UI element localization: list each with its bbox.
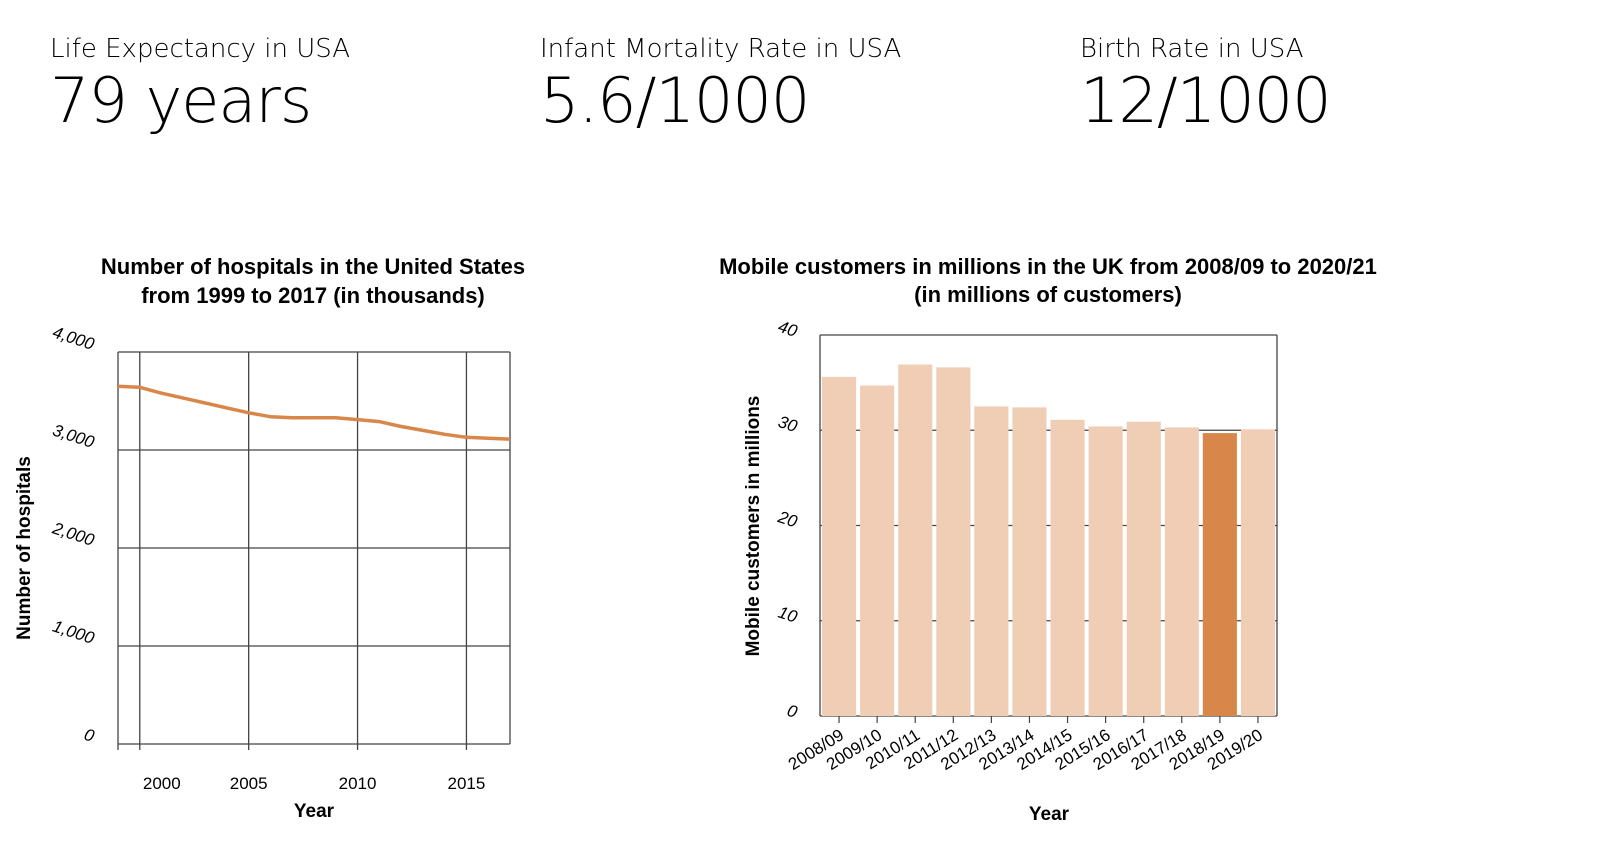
stat-infant-mortality: Infant Mortality Rate in USA 5.6/1000 xyxy=(540,32,901,136)
bar xyxy=(898,364,933,716)
bar xyxy=(1050,419,1085,716)
y-axis-title: Mobile customers in millions xyxy=(743,396,764,657)
x-axis-title: Year xyxy=(1029,804,1070,825)
stat-label: Life Expectancy in USA xyxy=(50,34,351,64)
bar xyxy=(1202,433,1237,716)
bar xyxy=(1126,421,1161,716)
series-line xyxy=(117,384,511,441)
x-tick-labels: 2008/092009/102010/112011/122012/132013/… xyxy=(785,725,1266,774)
x-tick-label: 2015 xyxy=(448,774,486,793)
x-tick-label: 2012/13 xyxy=(937,725,999,774)
x-tick-label: 2011/12 xyxy=(900,725,961,773)
x-tick-labels: 2000 2005 2010 2015 xyxy=(143,774,485,793)
x-tick-label: 2013/14 xyxy=(975,725,1037,774)
y-tick-label: 10 xyxy=(776,603,800,627)
y-tick-label: 0 xyxy=(82,725,97,746)
x-tick-label: 2017/18 xyxy=(1128,725,1190,774)
stat-value: 12/1000 xyxy=(1080,64,1332,137)
bar xyxy=(822,376,857,716)
stat-life-expectancy: Life Expectancy in USA 79 years xyxy=(50,32,350,136)
x-axis-title: Year xyxy=(294,801,335,822)
x-tick-label: 2014/15 xyxy=(1013,725,1075,774)
bar xyxy=(936,367,971,716)
bar xyxy=(974,406,1009,716)
x-tick-label: 2008/09 xyxy=(785,725,847,774)
hospitals-line-chart: Number of hospitals in the United States… xyxy=(14,254,525,822)
stat-label: Birth Rate in USA xyxy=(1080,34,1304,64)
bars xyxy=(822,364,1275,716)
bar xyxy=(1088,426,1123,716)
stat-label: Infant Mortality Rate in USA xyxy=(540,34,902,64)
x-tick-label: 2000 xyxy=(143,774,181,793)
bar xyxy=(1240,429,1275,716)
y-tick-label: 40 xyxy=(776,317,800,341)
gridlines xyxy=(819,334,1278,723)
x-tick-label: 2018/19 xyxy=(1166,725,1228,774)
x-tick-label: 2005 xyxy=(230,774,268,793)
y-tick-label: 0 xyxy=(785,701,800,722)
stat-value: 79 years xyxy=(50,64,312,137)
y-tick-label: 1,000 xyxy=(50,617,97,648)
x-tick-label: 2010/11 xyxy=(862,725,923,773)
x-tick-label: 2019/20 xyxy=(1204,725,1266,774)
y-tick-label: 4,000 xyxy=(50,323,97,354)
y-tick-label: 30 xyxy=(776,412,800,436)
bar xyxy=(1164,427,1199,716)
y-tick-labels: 0 10 20 30 40 xyxy=(775,317,800,722)
bar xyxy=(860,385,895,716)
chart-title-line-1: Mobile customers in millions in the UK f… xyxy=(719,254,1377,279)
chart-title-line-1: Number of hospitals in the United States xyxy=(101,254,525,279)
gridlines xyxy=(117,351,511,750)
y-tick-label: 3,000 xyxy=(50,421,97,452)
y-axis-title: Number of hospitals xyxy=(14,456,35,640)
y-tick-labels: 0 1,000 2,000 3,000 4,000 xyxy=(49,323,97,746)
x-tick-label: 2010 xyxy=(339,774,377,793)
x-tick-label: 2015/16 xyxy=(1052,725,1114,774)
stat-value: 5.6/1000 xyxy=(540,64,810,137)
x-tick-label: 2016/17 xyxy=(1090,725,1152,774)
bar xyxy=(1012,407,1047,716)
y-tick-label: 2,000 xyxy=(49,518,97,550)
chart-title-line-2: from 1999 to 2017 (in thousands) xyxy=(141,283,485,308)
y-tick-label: 20 xyxy=(775,507,800,531)
stat-birth-rate: Birth Rate in USA 12/1000 xyxy=(1080,32,1332,137)
chart-title-line-2: (in millions of customers) xyxy=(914,282,1182,307)
x-tick-label: 2009/10 xyxy=(823,725,885,774)
